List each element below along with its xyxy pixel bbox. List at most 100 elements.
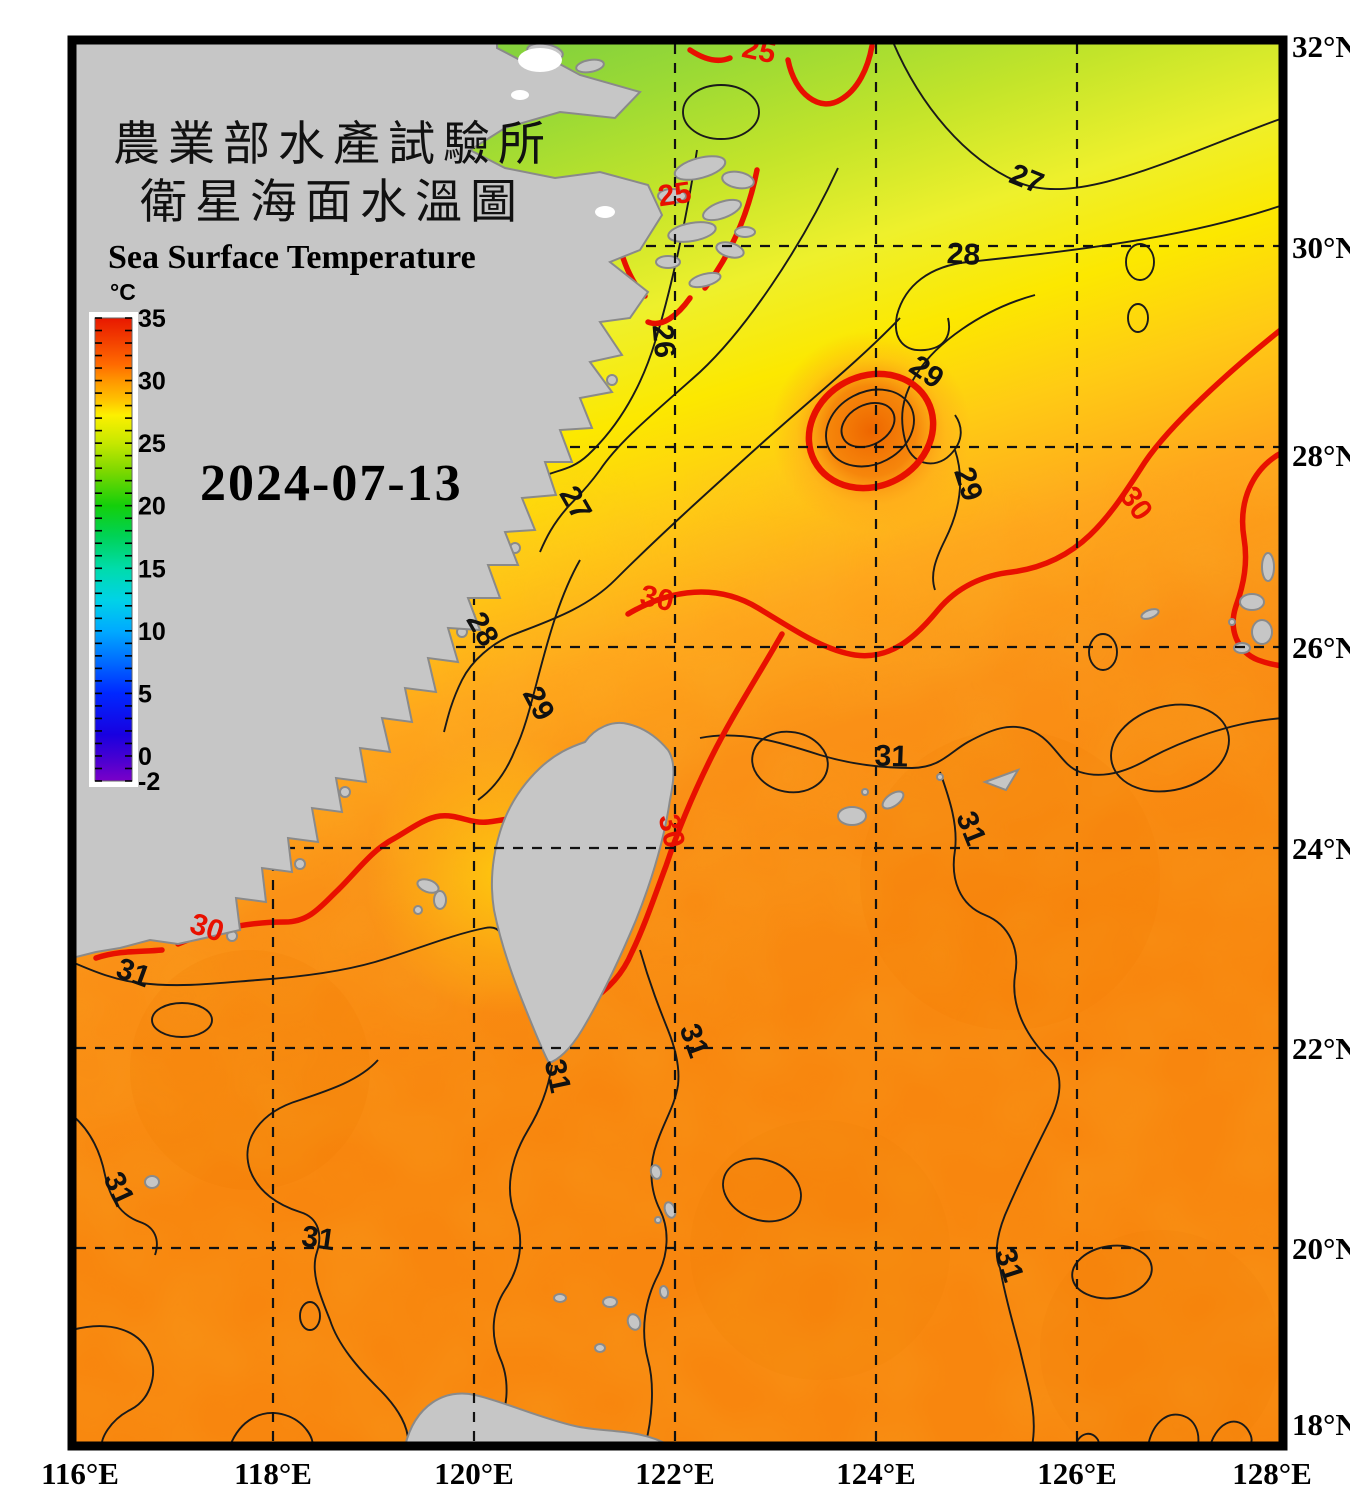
zhoushan-island — [734, 226, 756, 238]
isotherm-30-eddy-ring — [805, 370, 937, 492]
islet — [1228, 618, 1236, 626]
zhoushan-island — [673, 155, 727, 181]
lat-label: 32°N — [1292, 29, 1350, 64]
cbar-tick-label: 25 — [138, 430, 166, 458]
contour-label-31: 31 — [300, 1220, 338, 1257]
babuyan-island — [594, 1343, 606, 1353]
isotherm-29-wrap — [901, 294, 1036, 465]
lat-label: 30°N — [1292, 230, 1350, 265]
contour-label-30: 30 — [652, 811, 691, 851]
colorbar-gradient — [94, 317, 133, 782]
isotherm-31-blob — [722, 1157, 802, 1223]
product-title: 衛星海面水溫圖 — [140, 175, 525, 230]
cbar-tick-label: 20 — [138, 493, 166, 521]
babuyan-island — [602, 1296, 618, 1308]
isotherm-26-ring — [682, 84, 760, 140]
contour-label-31: 31 — [538, 1056, 577, 1096]
title-english: Sea Surface Temperature — [108, 239, 476, 276]
lon-label: 120°E — [434, 1456, 514, 1491]
colorbar: °C 35 30 25 20 15 10 5 0-2 — [89, 279, 166, 796]
small-ring — [1088, 633, 1118, 671]
lat-label: 22°N — [1292, 1031, 1350, 1066]
zhoushan-island — [721, 170, 755, 190]
zhoushan-island — [688, 271, 722, 289]
islet — [1261, 552, 1275, 582]
colorbar-ticks — [95, 317, 132, 782]
contour-label-30: 30 — [637, 579, 677, 618]
okinawa-islet — [982, 768, 1021, 792]
latitude-labels: 32°N 30°N 28°N 26°N 24°N 22°N 20°N 18°N — [1292, 29, 1350, 1442]
zhoushan-island — [667, 221, 717, 243]
zhoushan-island — [657, 188, 687, 204]
isotherm-25-top — [687, 47, 733, 64]
coastal-islet — [606, 374, 618, 386]
isotherm-30-main — [625, 325, 1283, 659]
lat-label: 20°N — [1292, 1231, 1350, 1266]
lat-label: 24°N — [1292, 831, 1350, 866]
babuyan-island — [626, 1313, 642, 1331]
islet — [861, 788, 869, 796]
yaeyama-island — [1239, 593, 1265, 611]
cloud — [511, 90, 529, 100]
isotherm-30-coastal — [93, 947, 165, 961]
map-frame — [67, 35, 1288, 1451]
lon-label: 128°E — [1232, 1456, 1312, 1491]
lon-label: 118°E — [234, 1456, 312, 1491]
longitude-labels: 116°E 118°E 120°E 122°E 124°E 126°E 128°E — [41, 1456, 1312, 1491]
bottom-arc — [1147, 1413, 1200, 1446]
colorbar-unit: °C — [110, 279, 136, 305]
penghu-island — [433, 890, 447, 910]
lat-label: 28°N — [1292, 438, 1350, 473]
contour-label-26: 26 — [646, 323, 682, 359]
penghu-island — [416, 878, 440, 894]
contour-label-28: 28 — [946, 237, 981, 272]
babuyan-island — [553, 1293, 567, 1303]
isotherm-31-strait — [72, 926, 501, 987]
islet — [658, 1285, 670, 1299]
isotherm-28 — [894, 204, 1283, 352]
isotherm-31-southeast — [939, 771, 1061, 1446]
cbar-tick-label: 30 — [138, 368, 166, 396]
isotherm-31-blob — [1071, 1244, 1153, 1300]
bottom-arc — [229, 1412, 314, 1446]
date-label: 2024-07-13 — [200, 455, 463, 512]
eddy-ring-inner1 — [825, 388, 915, 468]
cbar-tick-label: 10 — [138, 618, 166, 646]
yaeyama-island — [1251, 619, 1273, 645]
small-ring — [299, 1301, 321, 1331]
isotherm-31-loop — [751, 730, 829, 794]
contour-label-31: 31 — [874, 739, 909, 773]
small-ring — [1127, 303, 1149, 333]
isotherm-31-loop — [1110, 703, 1230, 793]
lon-label: 124°E — [836, 1456, 916, 1491]
islet — [654, 1216, 662, 1224]
isotherm-29-strait — [477, 559, 581, 801]
isotherm-31-east — [699, 717, 1283, 776]
lat-label: 18°N — [1292, 1407, 1350, 1442]
isotherm-30-right-loop — [1230, 449, 1283, 669]
lat-label: 26°N — [1292, 630, 1350, 665]
miyako-island — [837, 806, 867, 826]
islet — [144, 1175, 160, 1189]
taiwan-island — [491, 722, 675, 1065]
isotherm-29-tail — [932, 449, 962, 591]
isotherms-black — [72, 41, 1283, 1446]
zhoushan-island — [655, 255, 681, 269]
estuary-island — [575, 58, 605, 74]
isotherm-25-estuary — [645, 295, 693, 327]
china-mainland — [72, 40, 664, 960]
cbar-tick-label: 0 — [138, 743, 152, 771]
islet — [936, 773, 944, 781]
green-island — [649, 1164, 663, 1180]
cloud — [595, 206, 615, 218]
coastal-islet — [294, 858, 306, 870]
small-ring — [1125, 243, 1155, 281]
isotherm-31-southwest — [246, 1059, 410, 1446]
islet — [1140, 608, 1160, 620]
map-interior — [72, 40, 1283, 1446]
luzon-island — [403, 1392, 672, 1446]
zhoushan-island — [702, 198, 742, 222]
cbar-tick-label: 5 — [138, 680, 152, 708]
